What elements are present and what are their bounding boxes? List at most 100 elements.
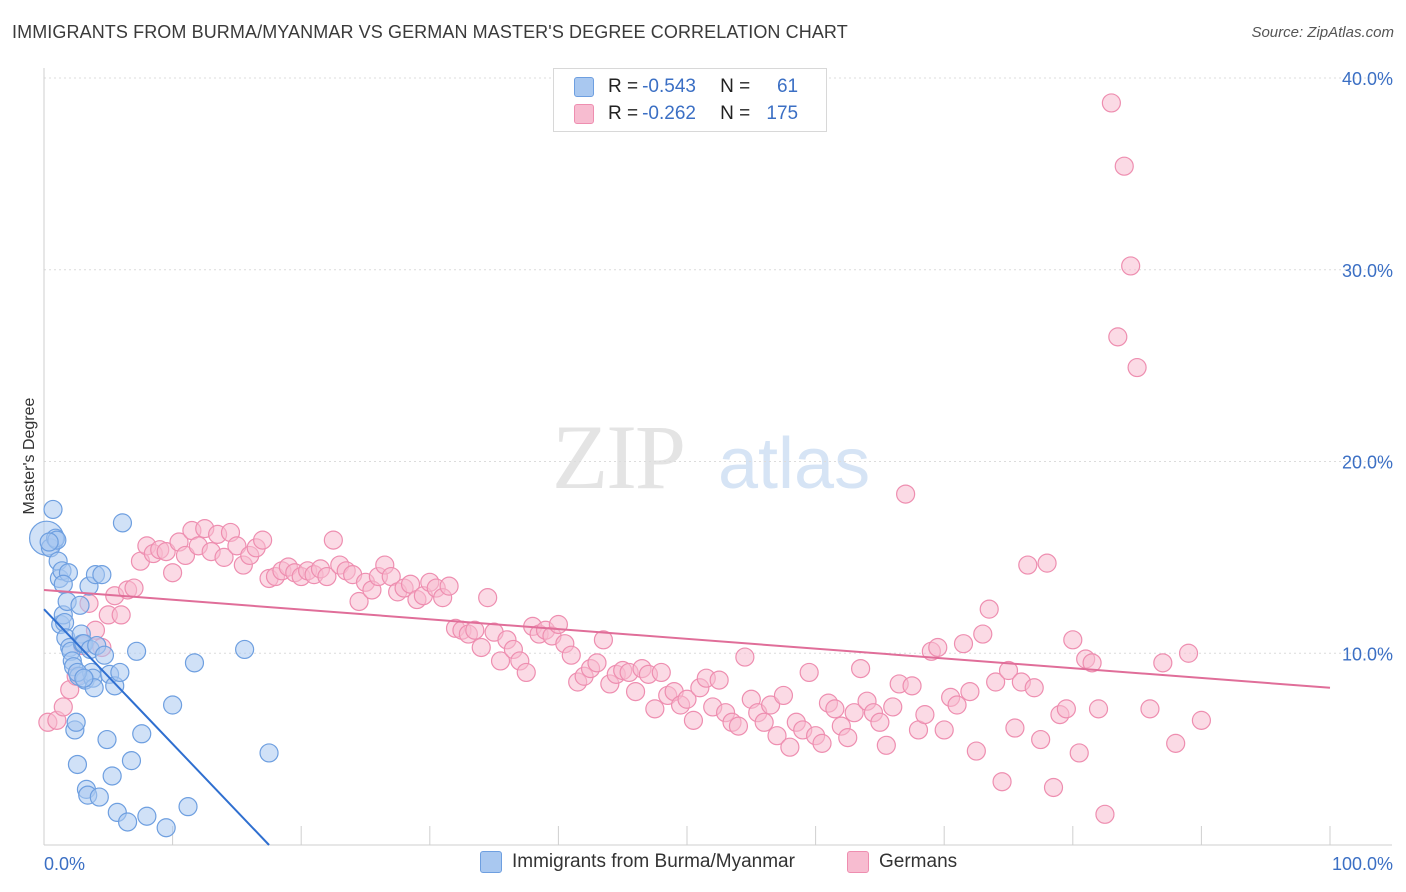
chart-title: IMMIGRANTS FROM BURMA/MYANMAR VS GERMAN …	[12, 22, 848, 42]
stats-row-germans: R = -0.262 N = 175	[574, 101, 798, 127]
germans-point	[1127, 357, 1147, 378]
germans-point	[548, 614, 569, 635]
germans-point	[1166, 733, 1186, 753]
burma-point	[67, 754, 88, 775]
germans-point	[1101, 93, 1121, 113]
germans-point	[883, 697, 903, 717]
germans-point	[1031, 729, 1051, 750]
legend-item-germans[interactable]: Germans	[847, 851, 957, 873]
burma-point	[117, 812, 138, 832]
germans-point	[1108, 327, 1128, 347]
germans-point	[651, 662, 671, 683]
germans-point	[947, 695, 967, 715]
germans-point	[1095, 804, 1115, 824]
r-label: R =	[608, 76, 639, 97]
germans-point	[1043, 777, 1064, 798]
legend-item-burma[interactable]: Immigrants from Burma/Myanmar	[480, 851, 795, 873]
germans-point	[111, 605, 131, 625]
burma-point	[43, 499, 63, 520]
y-tick-label: 10.0%	[1342, 644, 1393, 664]
germans-point	[349, 591, 369, 612]
legend-label-burma: Immigrants from Burma/Myanmar	[512, 851, 795, 872]
germans-point	[439, 576, 459, 596]
burma-point	[235, 639, 255, 660]
germans-point	[851, 658, 871, 679]
germans-point	[1018, 555, 1038, 575]
y-tick-label: 20.0%	[1342, 453, 1393, 473]
germans-point	[1069, 743, 1089, 763]
germans-point	[992, 772, 1012, 792]
germans-point	[825, 699, 845, 719]
stats-swatch-burma	[574, 77, 594, 97]
germans-point	[844, 703, 864, 723]
burma-point	[132, 724, 152, 744]
germans-point	[677, 689, 697, 709]
watermark-atlas: atlas	[718, 424, 870, 504]
germans-point	[953, 634, 974, 654]
germans-point	[214, 547, 234, 567]
germans-point	[478, 588, 498, 608]
germans-point	[53, 697, 73, 717]
germans-point	[998, 660, 1019, 681]
burma-point	[184, 653, 205, 673]
germans-point	[799, 662, 819, 683]
germans-point	[175, 545, 196, 566]
germans-point	[471, 637, 491, 658]
germans-point	[683, 710, 704, 730]
burma-point	[156, 818, 176, 838]
legend-swatch-burma	[480, 851, 502, 873]
germans-point	[323, 530, 343, 550]
burma-point	[259, 743, 279, 763]
germans-point	[966, 741, 986, 761]
germans-point	[1082, 653, 1102, 673]
burma-point	[92, 565, 112, 585]
germans-point	[1178, 643, 1199, 663]
burma-point	[94, 645, 115, 665]
germans-point	[780, 737, 800, 757]
germans-point	[253, 530, 273, 550]
trend-lines	[43, 588, 1331, 846]
burma-point	[110, 662, 130, 683]
burma-point	[121, 751, 142, 771]
germans-point	[986, 672, 1006, 692]
germans-point	[561, 645, 581, 665]
germans-point	[587, 653, 607, 673]
germans-point	[973, 624, 993, 644]
germans-point	[1140, 699, 1160, 719]
germans-point	[1088, 699, 1109, 719]
burma-point	[178, 797, 198, 817]
n-value: 61	[776, 76, 799, 97]
germans-point	[490, 651, 511, 671]
stats-swatch-germans	[574, 104, 594, 124]
germans-point	[1037, 553, 1057, 573]
burma-point	[66, 712, 86, 732]
burma-point	[74, 668, 94, 688]
germans-point	[593, 630, 614, 650]
germans-point	[979, 599, 999, 619]
burma-point	[137, 806, 157, 826]
germans-point	[156, 542, 176, 562]
r-value: -0.262	[642, 103, 696, 124]
germans-point	[645, 699, 665, 719]
burma-point	[70, 595, 90, 615]
r-label: R =	[608, 103, 639, 124]
germans-point	[928, 637, 948, 658]
germans-point	[709, 670, 729, 690]
germans-point	[735, 647, 755, 667]
burma-point	[89, 787, 109, 807]
burma-trend-line	[43, 608, 270, 846]
burma-point	[163, 695, 183, 715]
data-points	[28, 93, 1212, 838]
germans-point	[1153, 653, 1173, 673]
germans-point	[812, 733, 832, 753]
germans-point	[163, 563, 183, 583]
x-tick-label: 0.0%	[44, 854, 85, 874]
legend-label-germans: Germans	[879, 851, 958, 872]
watermark-zip: ZIP	[552, 406, 684, 508]
germans-point	[625, 681, 646, 702]
germans-point	[1005, 718, 1025, 738]
germans-point	[896, 484, 916, 504]
burma-point	[112, 513, 133, 533]
burma-point	[126, 641, 147, 661]
